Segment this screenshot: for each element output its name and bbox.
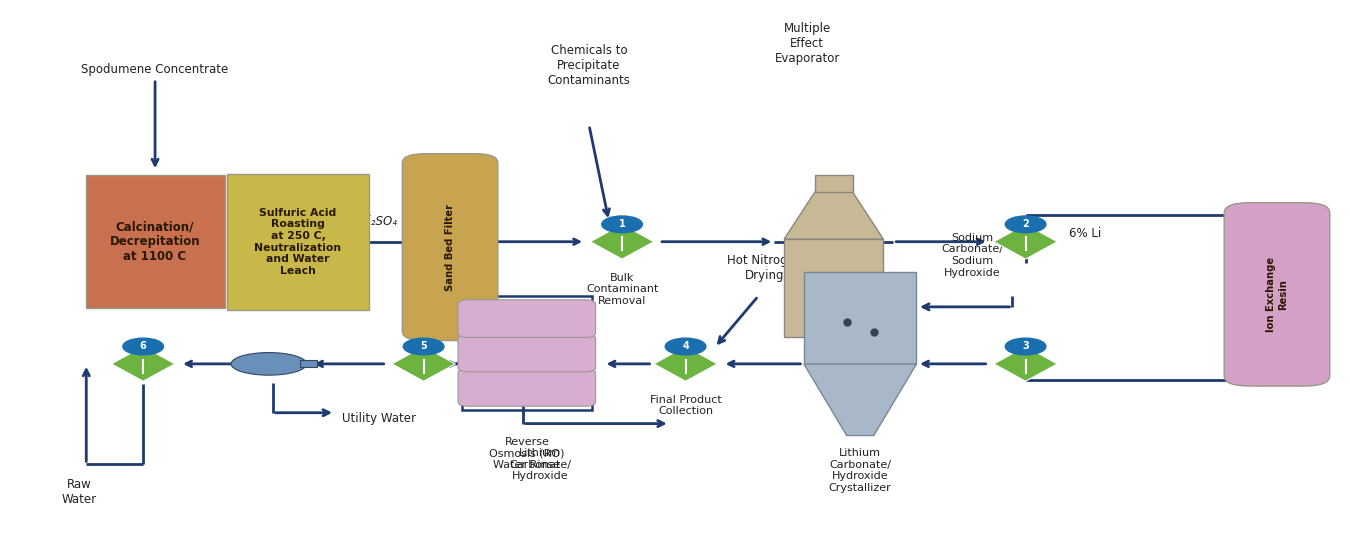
- Text: 5: 5: [420, 341, 427, 351]
- Text: Hot Nitrogen
Drying: Hot Nitrogen Drying: [728, 254, 803, 283]
- Text: Spodumene Concentrate: Spodumene Concentrate: [81, 63, 228, 76]
- Text: 6% Li: 6% Li: [1069, 227, 1102, 240]
- Polygon shape: [805, 364, 917, 435]
- Text: Li₂SO₄: Li₂SO₄: [362, 215, 398, 228]
- Text: Sand Bed Filter: Sand Bed Filter: [446, 203, 455, 291]
- Text: Reverse
Osmosis (RO)
Water Rinse: Reverse Osmosis (RO) Water Rinse: [489, 437, 564, 470]
- Text: Chemicals to
Precipitate
Contaminants: Chemicals to Precipitate Contaminants: [548, 44, 630, 86]
- Polygon shape: [653, 346, 717, 381]
- Text: 6: 6: [140, 341, 147, 351]
- Circle shape: [123, 338, 163, 355]
- Text: Utility Water: Utility Water: [342, 412, 416, 425]
- Polygon shape: [590, 224, 653, 259]
- Circle shape: [1006, 216, 1046, 233]
- Text: Ion Exchange
Resin: Ion Exchange Resin: [1266, 257, 1288, 332]
- Polygon shape: [112, 346, 176, 381]
- Text: 1: 1: [618, 219, 625, 229]
- Text: Multiple
Effect
Evaporator: Multiple Effect Evaporator: [775, 22, 840, 65]
- Polygon shape: [994, 224, 1057, 259]
- Text: 3: 3: [1022, 341, 1029, 351]
- FancyBboxPatch shape: [85, 175, 224, 308]
- Text: Final Product
Collection: Final Product Collection: [649, 395, 721, 417]
- FancyBboxPatch shape: [402, 153, 498, 341]
- FancyBboxPatch shape: [1224, 203, 1330, 386]
- FancyBboxPatch shape: [458, 334, 595, 372]
- FancyBboxPatch shape: [805, 271, 917, 364]
- Text: 4: 4: [682, 341, 688, 351]
- Circle shape: [404, 338, 444, 355]
- FancyBboxPatch shape: [458, 300, 595, 337]
- Polygon shape: [392, 346, 455, 381]
- Polygon shape: [994, 346, 1057, 381]
- Ellipse shape: [231, 352, 306, 375]
- FancyBboxPatch shape: [784, 239, 883, 337]
- Text: Sulfuric Acid
Roasting
at 250 C,
Neutralization
and Water
Leach: Sulfuric Acid Roasting at 250 C, Neutral…: [254, 208, 342, 276]
- FancyBboxPatch shape: [227, 174, 370, 310]
- FancyBboxPatch shape: [815, 175, 853, 192]
- Polygon shape: [784, 192, 883, 239]
- Text: Raw
Water: Raw Water: [62, 478, 97, 506]
- Text: Sodium
Carbonate/
Sodium
Hydroxide: Sodium Carbonate/ Sodium Hydroxide: [942, 233, 1003, 278]
- Text: Lithium
Carbonate/
Hydroxide: Lithium Carbonate/ Hydroxide: [509, 448, 571, 481]
- FancyBboxPatch shape: [458, 368, 595, 406]
- Text: Calcination/
Decrepitation
at 1100 C: Calcination/ Decrepitation at 1100 C: [109, 220, 200, 263]
- Text: Lithium
Carbonate/
Hydroxide
Crystallizer: Lithium Carbonate/ Hydroxide Crystallize…: [829, 448, 891, 493]
- FancyBboxPatch shape: [300, 360, 317, 367]
- Circle shape: [1006, 338, 1046, 355]
- Circle shape: [666, 338, 706, 355]
- Circle shape: [602, 216, 643, 233]
- Text: 2: 2: [1022, 219, 1029, 229]
- Text: Bulk
Contaminant
Removal: Bulk Contaminant Removal: [586, 273, 659, 306]
